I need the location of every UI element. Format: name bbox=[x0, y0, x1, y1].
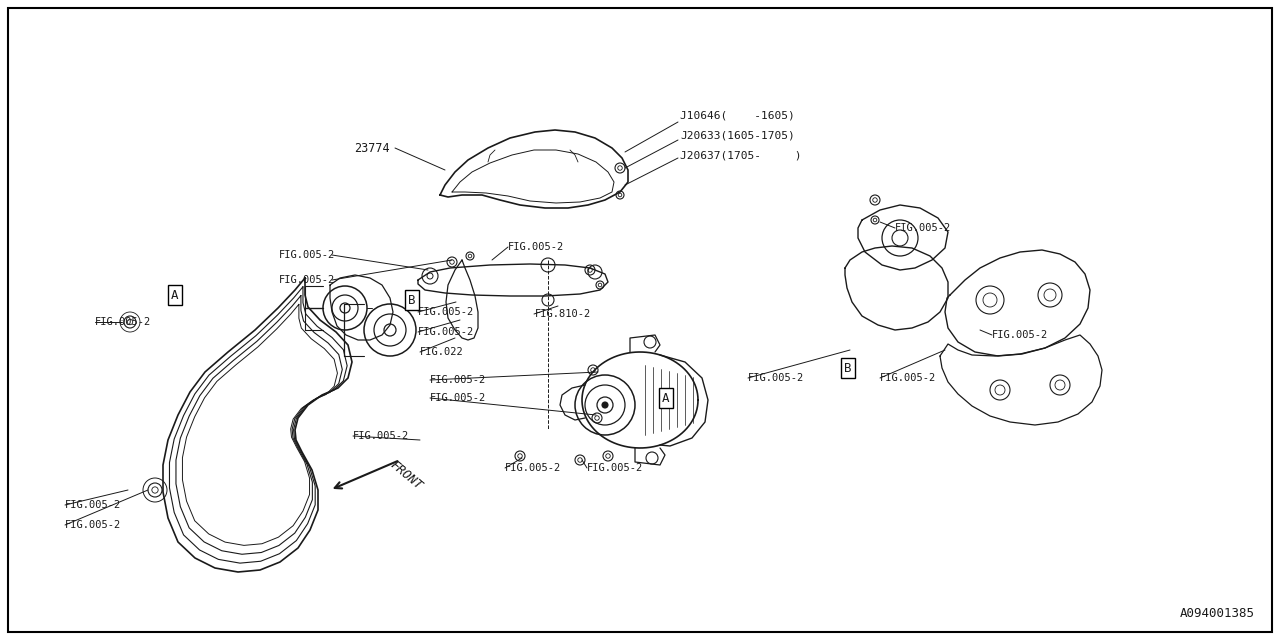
Text: FIG.005-2: FIG.005-2 bbox=[279, 275, 335, 285]
Text: FIG.005-2: FIG.005-2 bbox=[430, 375, 486, 385]
Text: FIG.005-2: FIG.005-2 bbox=[506, 463, 561, 473]
Text: FIG.005-2: FIG.005-2 bbox=[65, 500, 122, 510]
Text: FIG.005-2: FIG.005-2 bbox=[430, 393, 486, 403]
Text: J20633(1605-1705): J20633(1605-1705) bbox=[680, 130, 795, 140]
Text: FIG.005-2: FIG.005-2 bbox=[279, 250, 335, 260]
Text: FIG.005-2: FIG.005-2 bbox=[748, 373, 804, 383]
Text: J20637(1705-     ): J20637(1705- ) bbox=[680, 150, 801, 160]
Text: FIG.005-2: FIG.005-2 bbox=[353, 431, 410, 441]
Text: FIG.005-2: FIG.005-2 bbox=[95, 317, 151, 327]
Text: FIG.022: FIG.022 bbox=[420, 347, 463, 357]
Text: FIG.005-2: FIG.005-2 bbox=[588, 463, 644, 473]
Text: FIG.005-2: FIG.005-2 bbox=[419, 327, 475, 337]
Text: FIG.005-2: FIG.005-2 bbox=[895, 223, 951, 233]
Text: FIG.005-2: FIG.005-2 bbox=[881, 373, 936, 383]
Text: FIG.005-2: FIG.005-2 bbox=[65, 520, 122, 530]
Text: FIG.810-2: FIG.810-2 bbox=[535, 309, 591, 319]
Text: B: B bbox=[408, 294, 416, 307]
Circle shape bbox=[602, 402, 608, 408]
Text: FIG.005-2: FIG.005-2 bbox=[508, 242, 564, 252]
Text: FIG.005-2: FIG.005-2 bbox=[992, 330, 1048, 340]
Text: A: A bbox=[172, 289, 179, 301]
Text: FRONT: FRONT bbox=[388, 458, 425, 492]
Text: FIG.005-2: FIG.005-2 bbox=[419, 307, 475, 317]
Text: 23774: 23774 bbox=[355, 141, 390, 154]
Text: A094001385: A094001385 bbox=[1180, 607, 1254, 620]
Text: B: B bbox=[845, 362, 851, 374]
Text: A: A bbox=[662, 392, 669, 404]
Text: J10646(    -1605): J10646( -1605) bbox=[680, 110, 795, 120]
